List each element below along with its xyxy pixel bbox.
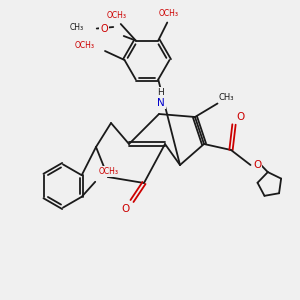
Text: CH₃: CH₃ bbox=[219, 93, 234, 102]
Text: OCH₃: OCH₃ bbox=[98, 167, 118, 176]
Text: O: O bbox=[236, 112, 245, 122]
Text: O: O bbox=[100, 23, 108, 34]
Text: OCH₃: OCH₃ bbox=[74, 40, 94, 50]
Text: O: O bbox=[122, 203, 130, 214]
Text: N: N bbox=[157, 98, 164, 108]
Text: H: H bbox=[157, 88, 164, 97]
Text: OCH₃: OCH₃ bbox=[159, 9, 179, 18]
Text: CH₃: CH₃ bbox=[69, 22, 83, 32]
Text: OCH₃: OCH₃ bbox=[106, 11, 126, 20]
Text: O: O bbox=[253, 160, 261, 170]
